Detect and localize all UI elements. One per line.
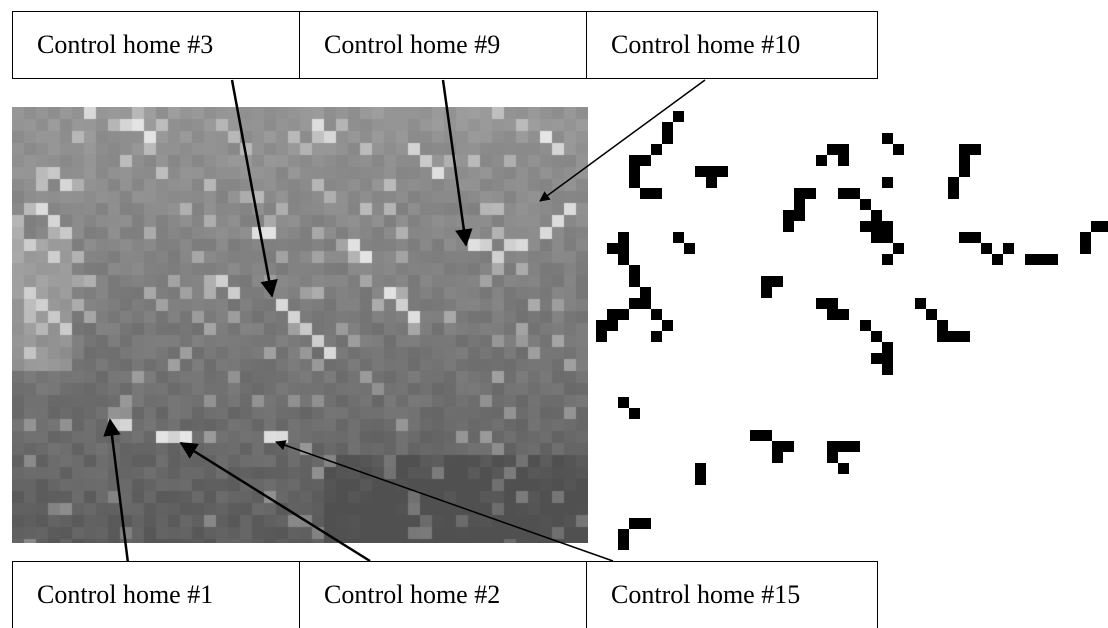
- mask-blob: [1025, 254, 1058, 265]
- mask-blob: [959, 232, 1014, 265]
- label-control-home-10: Control home #10: [611, 30, 801, 59]
- mask-blob: [816, 298, 849, 320]
- mask-blob: [915, 298, 948, 342]
- mask-blob: [783, 188, 816, 232]
- mask-blob: [695, 166, 728, 188]
- mask-blob: [838, 188, 860, 199]
- label-control-home-3: Control home #3: [13, 12, 300, 78]
- label-control-home-2: Control home #2: [300, 562, 587, 628]
- mask-blob: [882, 177, 893, 188]
- mask-blob: [860, 320, 893, 375]
- mask-blob: [629, 155, 662, 199]
- binary-mask-image: [596, 111, 1108, 550]
- label-control-home-1: Control home #1: [13, 562, 300, 628]
- mask-blob: [673, 232, 695, 254]
- mask-blob: [651, 111, 684, 155]
- bottom-label-table: Control home #1 Control home #2 Control …: [12, 561, 878, 628]
- mask-blob: [816, 144, 849, 166]
- mask-blob: [948, 144, 981, 199]
- mask-blob: [618, 397, 640, 419]
- mask-blob: [618, 518, 651, 550]
- label-control-home-15: Control home #15: [611, 580, 801, 609]
- mask-blob: [882, 133, 904, 155]
- mask-blob: [827, 441, 860, 474]
- mask-blob: [761, 276, 783, 298]
- mask-blob: [750, 430, 794, 463]
- top-label-table: Control home #3 Control home #9 Control …: [12, 11, 878, 79]
- mask-blob: [1080, 221, 1108, 254]
- mask-blob: [860, 199, 904, 265]
- label-control-home-9: Control home #9: [300, 12, 587, 78]
- mask-blob: [948, 331, 970, 342]
- mask-blob: [695, 463, 706, 485]
- mask-blob: [596, 232, 673, 342]
- thermal-image: [12, 107, 588, 543]
